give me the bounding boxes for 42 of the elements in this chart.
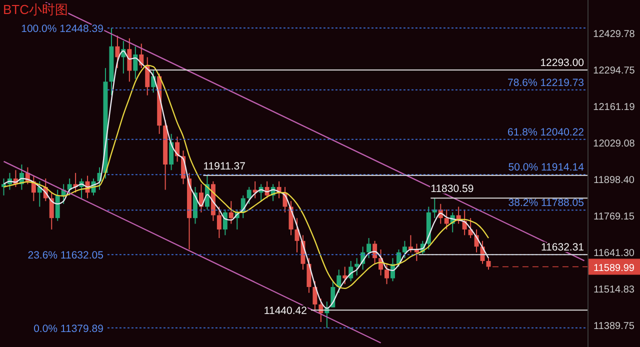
ref-line-label: 11440.42 — [264, 305, 308, 318]
candlestick — [115, 35, 120, 69]
ref-line-label: 38.2% 11788.05 — [508, 197, 584, 210]
ref-line-label: 23.6% 11632.05 — [28, 250, 104, 262]
y-tick-label: 11898.40 — [594, 174, 635, 186]
ref-line-label: 100.0% 12448.39 — [21, 22, 104, 35]
ref-line-label: 50.0% 11914.14 — [508, 162, 584, 174]
candlestick — [216, 206, 222, 239]
candlestick — [444, 209, 449, 230]
ref-line-label: 12293.00 — [540, 56, 584, 69]
ref-line-label: 78.6% 12219.73 — [508, 76, 584, 89]
candlestick — [402, 240, 407, 259]
candlestick — [312, 280, 318, 311]
candlestick — [133, 46, 138, 80]
candlestick — [169, 133, 174, 171]
candlestick — [127, 38, 132, 82]
candlestick — [55, 189, 60, 222]
y-tick-label: 11641.30 — [594, 248, 635, 259]
candlestick — [336, 269, 342, 294]
candlestick — [408, 234, 413, 253]
candlestick — [67, 178, 72, 196]
candlestick — [306, 258, 312, 294]
ref-line-label: 0.0% 11379.89 — [34, 322, 104, 335]
candlestick — [49, 192, 54, 230]
ref-line-label: 11589.99 — [594, 262, 635, 274]
ref-line-label: 61.8% 12040.22 — [508, 126, 584, 138]
y-tick-label: 12161.19 — [593, 102, 636, 113]
y-tick-label: 11389.75 — [594, 320, 635, 332]
candlestick — [342, 266, 348, 285]
candlestick — [486, 258, 491, 270]
candlestick — [246, 186, 252, 204]
y-tick-label: 11769.15 — [594, 211, 635, 222]
y-tick-label: 12029.08 — [593, 138, 636, 150]
candlestick — [228, 200, 234, 224]
candlestick — [384, 263, 390, 285]
y-tick-label: 12429.78 — [593, 28, 636, 40]
candlestick — [222, 209, 228, 236]
candlestick — [366, 238, 372, 259]
y-tick-label: 11514.83 — [594, 284, 635, 296]
y-tick-label: 12294.75 — [593, 65, 636, 76]
candlestick — [294, 218, 300, 253]
ref-line-label: 11911.37 — [203, 160, 246, 172]
